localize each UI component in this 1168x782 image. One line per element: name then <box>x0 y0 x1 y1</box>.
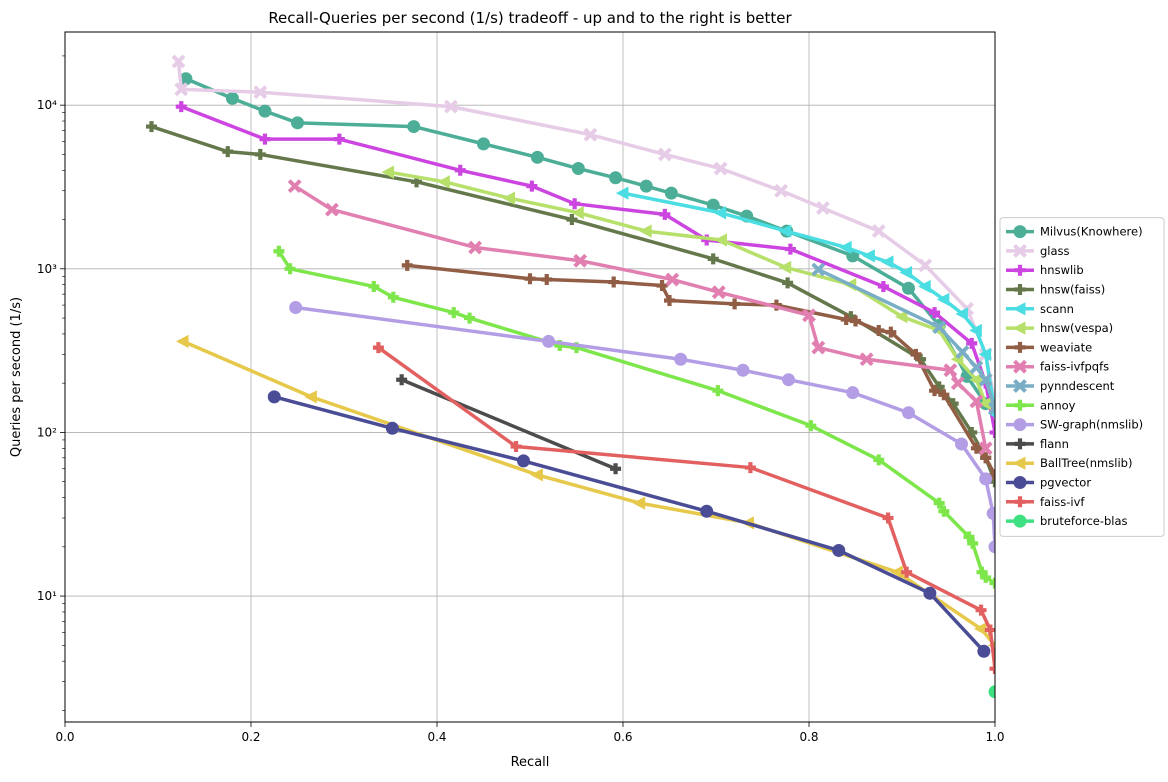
legend-item-hnsw-faiss: hnsw(faiss) <box>1006 283 1105 297</box>
data-point-pgvector <box>386 422 398 434</box>
legend-item-pynndescent: pynndescent <box>1006 379 1115 393</box>
x-tick-label: 0.2 <box>241 730 260 744</box>
legend-label: faiss-ivf <box>1040 495 1085 509</box>
legend-marker <box>1014 226 1026 238</box>
x-axis-title: Recall <box>511 755 550 770</box>
data-point-milvus-knowhere <box>408 121 420 133</box>
data-point-milvus-knowhere <box>478 138 490 150</box>
legend-label: flann <box>1040 437 1069 451</box>
y-tick-label: 10⁴ <box>37 98 57 112</box>
legend-item-bruteforce-blas: bruteforce-blas <box>1006 514 1128 528</box>
y-axis-title: Queries per second (1/s) <box>9 297 24 457</box>
data-point-sw-graph-nmslib <box>737 364 749 376</box>
data-point-milvus-knowhere <box>640 180 652 192</box>
x-tick-label: 0.6 <box>613 730 632 744</box>
legend-label: hnsw(vespa) <box>1040 321 1113 335</box>
data-point-milvus-knowhere <box>610 172 622 184</box>
legend-marker <box>1014 477 1026 489</box>
data-point-sw-graph-nmslib <box>847 387 859 399</box>
data-point-sw-graph-nmslib <box>290 302 302 314</box>
legend-label: bruteforce-blas <box>1040 514 1128 528</box>
data-point-pgvector <box>833 544 845 556</box>
legend-label: pynndescent <box>1040 379 1115 393</box>
data-point-milvus-knowhere <box>665 187 677 199</box>
legend: Milvus(Knowhere) glass hnswlib hnsw(faiss) s… <box>1000 218 1164 537</box>
data-point-pgvector <box>978 645 990 657</box>
data-point-milvus-knowhere <box>292 117 304 129</box>
legend-label: Milvus(Knowhere) <box>1040 225 1143 239</box>
data-point-milvus-knowhere <box>531 151 543 163</box>
data-point-milvus-knowhere <box>259 105 271 117</box>
data-point-pgvector <box>268 391 280 403</box>
data-point-pgvector <box>517 455 529 467</box>
legend-item-faiss-ivf: faiss-ivf <box>1006 495 1085 509</box>
data-point-milvus-knowhere <box>226 92 238 104</box>
legend-label: weaviate <box>1040 340 1092 354</box>
data-point-sw-graph-nmslib <box>903 407 915 419</box>
x-tick-label: 0.8 <box>799 730 818 744</box>
legend-label: scann <box>1040 302 1074 316</box>
y-tick-label: 10² <box>37 425 57 439</box>
data-point-sw-graph-nmslib <box>543 335 555 347</box>
data-point-sw-graph-nmslib <box>783 374 795 386</box>
data-point-pgvector <box>924 587 936 599</box>
x-tick-label: 0.4 <box>427 730 446 744</box>
y-tick-label: 10³ <box>37 262 57 276</box>
legend-label: hnsw(faiss) <box>1040 283 1105 297</box>
x-tick-label: 1.0 <box>985 730 1004 744</box>
legend-label: faiss-ivfpqfs <box>1040 360 1109 374</box>
legend-marker <box>1014 515 1026 527</box>
y-tick-label: 10¹ <box>37 589 57 603</box>
data-point-pgvector <box>701 505 713 517</box>
data-point-sw-graph-nmslib <box>675 353 687 365</box>
legend-label: SW-graph(nmslib) <box>1040 418 1143 432</box>
legend-label: glass <box>1040 244 1070 258</box>
data-point-sw-graph-nmslib <box>980 473 992 485</box>
legend-item-weaviate: weaviate <box>1006 340 1092 354</box>
legend-label: annoy <box>1040 398 1076 412</box>
legend-label: BallTree(nmslib) <box>1040 456 1132 470</box>
data-point-milvus-knowhere <box>572 163 584 175</box>
chart-title: Recall-Queries per second (1/s) tradeoff… <box>268 9 792 27</box>
data-point-sw-graph-nmslib <box>956 438 968 450</box>
legend-marker <box>1014 419 1026 431</box>
legend-label: pgvector <box>1040 476 1091 490</box>
legend-item-pgvector: pgvector <box>1006 476 1091 490</box>
x-tick-label: 0.0 <box>55 730 74 744</box>
legend-label: hnswlib <box>1040 263 1084 277</box>
data-point-milvus-knowhere <box>903 282 915 294</box>
legend-item-balltree-nmslib: BallTree(nmslib) <box>1006 456 1132 470</box>
